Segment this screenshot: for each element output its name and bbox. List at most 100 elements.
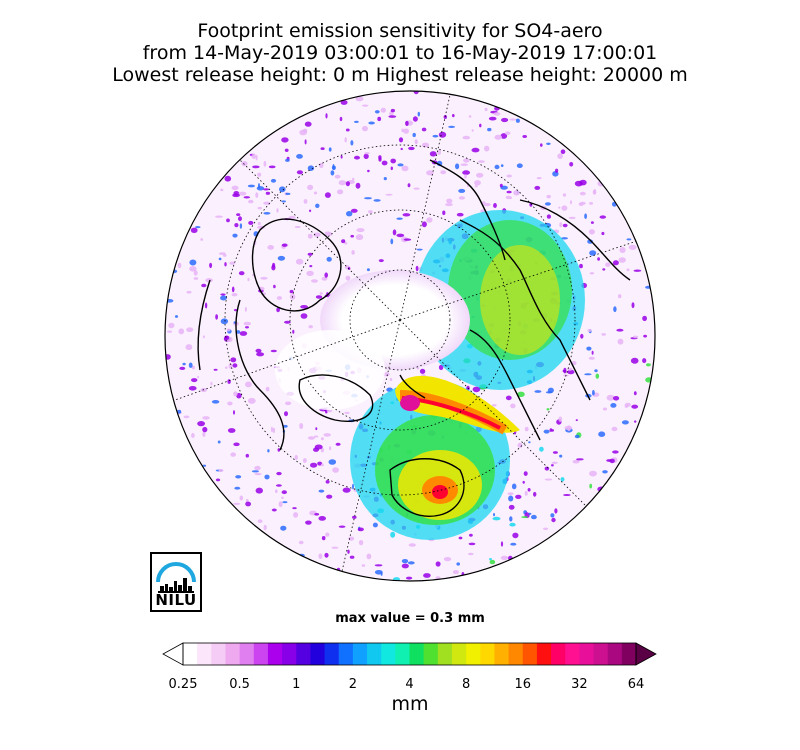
speckle-dot [579, 191, 586, 196]
speckle-dot [550, 513, 555, 518]
speckle-dot [559, 222, 563, 228]
speckle-dot [463, 158, 470, 163]
speckle-dot [197, 421, 206, 427]
speckle-dot [429, 151, 437, 157]
speckle-dot [579, 263, 583, 269]
speckle-dot [190, 227, 198, 233]
speckle-dot [243, 196, 251, 199]
speckle-dot [524, 426, 529, 432]
speckle-dot [188, 362, 193, 368]
colorbar-cell [480, 643, 495, 665]
speckle-dot [307, 233, 313, 239]
speckle-dot [226, 218, 230, 223]
speckle-dot [591, 350, 594, 355]
speckle-dot [229, 261, 236, 265]
speckle-dot [390, 158, 397, 164]
speckle-dot [584, 373, 592, 376]
speckle-dot [357, 527, 364, 532]
speckle-dot [362, 125, 368, 132]
speckle-dot [321, 276, 328, 281]
speckle-dot [218, 252, 226, 256]
speckle-dot [226, 328, 231, 332]
speckle-dot [493, 203, 497, 208]
colorbar-tick-label: 2 [348, 677, 358, 692]
nilu-logo-text: NILU [155, 591, 197, 609]
speckle-dot [355, 234, 364, 241]
colorbar-cell [593, 643, 609, 665]
speckle-dot [230, 357, 237, 363]
speckle-dot [367, 169, 370, 173]
speckle-dot [507, 492, 514, 496]
speckle-dot [633, 269, 642, 272]
speckle-dot [344, 411, 350, 414]
speckle-dot [412, 132, 416, 138]
speckle-dot [324, 272, 329, 278]
speckle-dot [613, 396, 620, 401]
speckle-dot [201, 283, 207, 288]
speckle-dot [534, 390, 542, 393]
speckle-dot [452, 570, 459, 575]
speckle-dot [296, 154, 303, 159]
speckle-dot [561, 205, 568, 211]
speckle-dot [445, 203, 453, 207]
speckle-dot [513, 190, 520, 196]
speckle-dot [255, 348, 262, 353]
speckle-dot [544, 202, 551, 206]
speckle-dot [167, 330, 173, 333]
speckle-dot [544, 478, 553, 481]
speckle-dot [405, 120, 409, 126]
speckle-dot [588, 229, 595, 235]
speckle-dot [233, 442, 240, 447]
speckle-dot [534, 185, 541, 190]
speckle-dot [588, 356, 595, 360]
speckle-dot [390, 238, 394, 245]
speckle-dot [307, 252, 313, 256]
speckle-dot [347, 267, 351, 270]
colorbar-cell [225, 643, 241, 665]
speckle-dot [326, 256, 332, 262]
speckle-dot [329, 446, 332, 451]
speckle-dot [599, 215, 606, 219]
speckle-dot [597, 257, 600, 261]
title-line-2: from 14-May-2019 03:00:01 to 16-May-2019… [142, 42, 658, 64]
speckle-dot [401, 128, 405, 133]
speckle-dot [247, 277, 250, 282]
speckle-dot [276, 471, 282, 476]
speckle-dot [572, 459, 580, 464]
speckle-dot [421, 127, 427, 132]
speckle-dot [415, 265, 419, 272]
speckle-dot [307, 184, 314, 191]
speckle-dot [624, 404, 629, 408]
speckle-dot [265, 386, 270, 392]
colorbar-cell [508, 643, 524, 665]
speckle-dot [186, 290, 192, 294]
speckle-dot [562, 369, 567, 373]
speckle-dot [335, 442, 341, 446]
speckle-dot [174, 315, 179, 318]
speckle-dot [247, 184, 255, 188]
speckle-dot [239, 495, 244, 501]
speckle-dot [493, 112, 501, 116]
speckle-dot [443, 557, 452, 562]
speckle-dot [401, 559, 409, 564]
speckle-dot [506, 190, 512, 194]
speckle-dot [356, 228, 365, 233]
speckle-dot [299, 423, 304, 429]
speckle-dot [236, 330, 241, 334]
speckle-dot [574, 434, 580, 439]
speckle-dot [589, 470, 597, 477]
speckle-dot [309, 265, 313, 268]
speckle-dot [345, 181, 350, 187]
speckle-dot [536, 177, 542, 180]
speckle-dot [292, 507, 297, 510]
colorbar-min-arrow [162, 642, 184, 666]
speckle-dot [345, 275, 351, 281]
speckle-dot [488, 116, 497, 121]
speckle-dot [626, 238, 632, 241]
speckle-dot [551, 429, 554, 432]
speckle-dot [215, 215, 223, 218]
speckle-dot [606, 459, 613, 462]
speckle-dot [320, 447, 324, 453]
speckle-dot [220, 293, 226, 296]
speckle-dot [398, 137, 404, 143]
